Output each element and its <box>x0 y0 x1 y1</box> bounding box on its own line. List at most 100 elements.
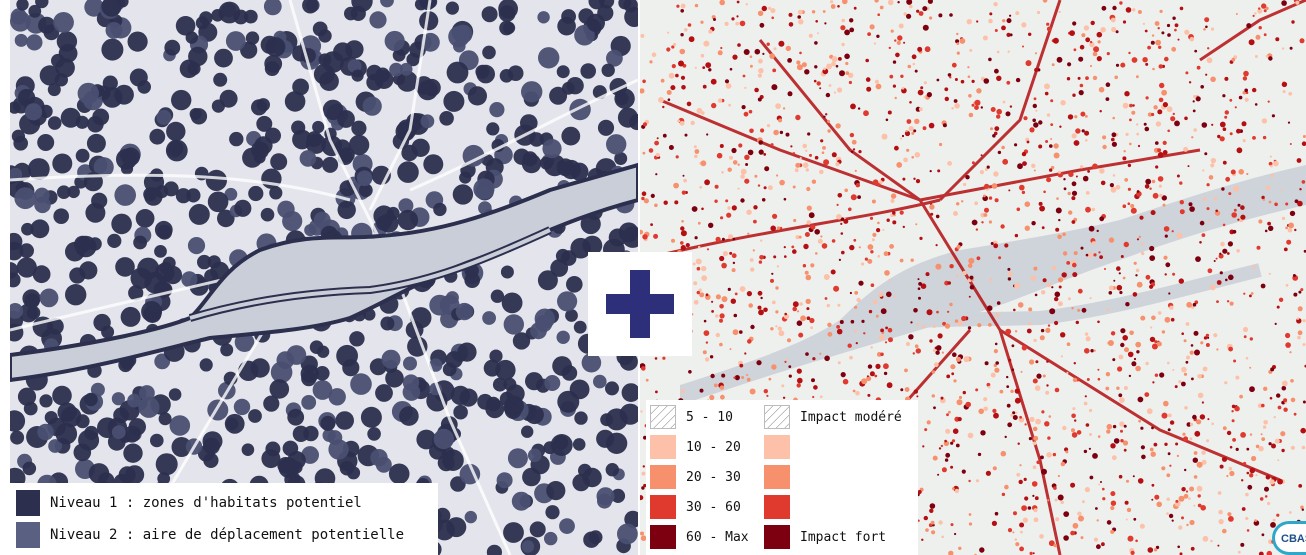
impact-point <box>1072 377 1078 383</box>
impact-point <box>900 74 904 79</box>
impact-point <box>1269 396 1273 400</box>
impact-point <box>1127 535 1134 542</box>
impact-point <box>769 53 775 59</box>
impact-point <box>1021 345 1027 351</box>
impact-point <box>1166 512 1169 515</box>
impact-moderate-label: Impact modéré <box>800 409 902 425</box>
impact-point <box>979 547 985 553</box>
impact-point <box>1007 277 1012 281</box>
impact-point <box>1099 168 1105 174</box>
impact-point <box>993 243 999 249</box>
impact-point <box>1193 475 1198 479</box>
impact-point <box>917 519 920 522</box>
impact-point <box>1032 465 1037 470</box>
impact-point <box>932 455 938 461</box>
impact-point <box>968 94 972 98</box>
impact-point <box>1032 441 1037 446</box>
impact-point <box>819 352 822 355</box>
impact-point <box>845 61 849 66</box>
impact-point <box>662 133 667 138</box>
habitat-patch <box>265 441 281 457</box>
habitat-patch <box>417 80 438 101</box>
impact-point <box>1229 445 1233 449</box>
impact-point <box>1246 172 1249 176</box>
impact-point <box>1300 505 1304 510</box>
impact-point <box>738 143 743 148</box>
impact-point <box>1166 23 1171 28</box>
impact-point <box>849 27 855 33</box>
impact-point <box>969 284 975 290</box>
habitat-patch <box>522 467 541 487</box>
impact-point <box>994 198 999 203</box>
impact-point <box>1062 425 1067 431</box>
habitat-patch <box>213 72 228 87</box>
impact-point <box>1258 26 1262 30</box>
impact-point <box>956 274 959 277</box>
impact-point <box>870 250 874 254</box>
impact-point <box>867 244 874 250</box>
impact-point <box>1166 497 1170 501</box>
impact-point <box>1281 0 1287 6</box>
impact-point <box>1044 91 1049 96</box>
impact-point <box>796 383 801 388</box>
impact-point <box>1122 276 1126 280</box>
impact-point <box>1167 428 1171 432</box>
impact-point <box>1277 459 1280 462</box>
impact-point <box>922 24 929 31</box>
habitat-patch <box>101 38 124 61</box>
impact-point <box>1039 534 1044 539</box>
impact-point <box>984 361 989 366</box>
legend-item-level-2: Niveau 2 : aire de déplacement potentiel… <box>16 519 432 551</box>
impact-point <box>824 22 827 25</box>
habitat-patch <box>58 43 78 63</box>
impact-point <box>890 213 894 218</box>
impact-point <box>914 69 918 73</box>
impact-point <box>1210 163 1215 168</box>
impact-point <box>653 233 659 239</box>
impact-point <box>1280 431 1286 437</box>
impact-point <box>929 170 932 173</box>
impact-point <box>641 196 645 201</box>
impact-point <box>1124 500 1129 505</box>
impact-point <box>1177 545 1180 549</box>
habitat-patch <box>327 430 343 445</box>
impact-point <box>1268 200 1272 204</box>
impact-point <box>1193 504 1196 507</box>
impact-point <box>1083 401 1088 406</box>
impact-point <box>642 122 648 127</box>
impact-point <box>1277 405 1282 410</box>
impact-point <box>1024 423 1027 426</box>
impact-point <box>861 262 865 266</box>
impact-point <box>1183 372 1188 376</box>
habitat-patch <box>351 120 367 136</box>
impact-point <box>984 183 990 189</box>
habitat-patch <box>92 108 110 126</box>
impact-point <box>1262 198 1265 201</box>
impact-point <box>806 220 811 225</box>
impact-point <box>1089 64 1093 68</box>
impact-point <box>788 22 794 27</box>
habitat-patch <box>111 213 132 235</box>
impact-point <box>1210 157 1217 164</box>
impact-point <box>1254 12 1257 15</box>
impact-point <box>1237 218 1240 221</box>
impact-point <box>939 142 943 147</box>
habitat-patch <box>537 270 558 291</box>
impact-point <box>1210 27 1215 31</box>
impact-point <box>1054 320 1059 326</box>
impact-point <box>983 406 988 412</box>
impact-point <box>764 166 770 172</box>
impact-point <box>1162 150 1168 155</box>
habitat-patch <box>521 425 534 438</box>
impact-point <box>729 348 732 351</box>
impact-point <box>794 168 799 173</box>
impact-point <box>1106 308 1110 311</box>
impact-point <box>1296 158 1302 163</box>
impact-point <box>1155 39 1161 46</box>
impact-point <box>799 157 802 160</box>
impact-point <box>902 177 906 181</box>
impact-point <box>1201 459 1207 465</box>
impact-point <box>807 132 811 136</box>
impact-point <box>641 191 647 196</box>
impact-point <box>1145 178 1152 185</box>
